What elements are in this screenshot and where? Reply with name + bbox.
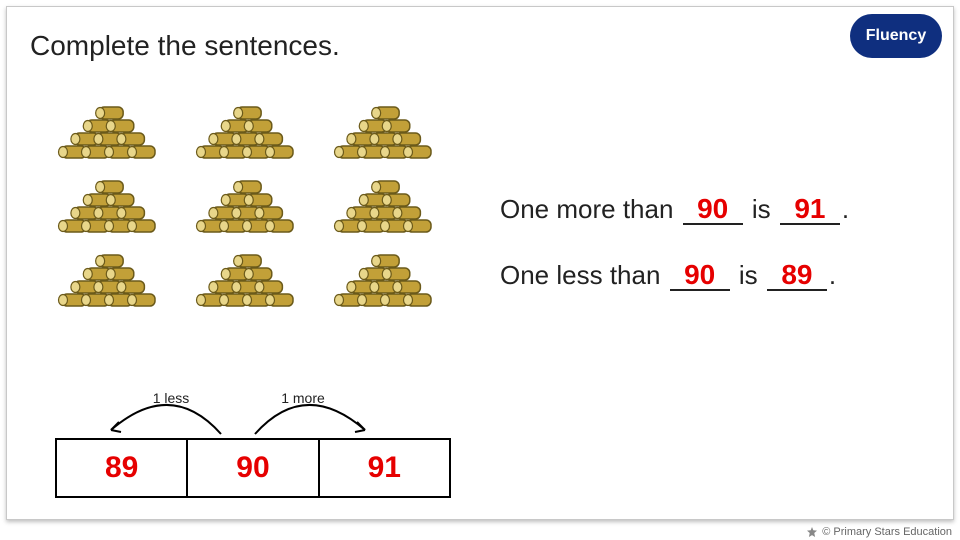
star-icon [806, 526, 818, 538]
log-pile [55, 169, 165, 235]
less-blank-2: 89 [767, 261, 827, 291]
number-boxes: 89 90 91 [55, 438, 451, 498]
sentence-more: One more than 90 is 91 . [500, 195, 849, 225]
log-pile [331, 95, 441, 161]
box-2: 91 [320, 440, 449, 496]
number-track: 1 less 1 more 89 90 91 [55, 390, 455, 498]
badge-label: Fluency [866, 27, 926, 45]
box-1: 90 [188, 440, 319, 496]
fluency-badge: Fluency [850, 14, 942, 58]
log-pile [331, 243, 441, 309]
sentences-block: One more than 90 is 91 . One less than 9… [500, 195, 849, 327]
arc-more-label: 1 more [273, 390, 333, 406]
less-mid: is [732, 261, 765, 290]
box-0: 89 [57, 440, 188, 496]
less-prefix: One less than [500, 261, 668, 290]
arc-less-label: 1 less [141, 390, 201, 406]
log-pile [193, 169, 303, 235]
less-suffix: . [829, 261, 836, 290]
log-pile [193, 95, 303, 161]
copyright: © Primary Stars Education [806, 526, 952, 538]
arcs: 1 less 1 more [55, 390, 455, 438]
more-suffix: . [842, 195, 849, 224]
more-prefix: One more than [500, 195, 681, 224]
more-mid: is [745, 195, 778, 224]
logs-grid [55, 95, 441, 309]
log-pile [55, 243, 165, 309]
more-blank-2: 91 [780, 195, 840, 225]
log-pile [331, 169, 441, 235]
more-blank-1: 90 [683, 195, 743, 225]
sentence-less: One less than 90 is 89 . [500, 261, 849, 291]
log-pile [193, 243, 303, 309]
copyright-text: © Primary Stars Education [822, 526, 952, 538]
log-pile [55, 95, 165, 161]
instruction-text: Complete the sentences. [30, 30, 340, 62]
less-blank-1: 90 [670, 261, 730, 291]
